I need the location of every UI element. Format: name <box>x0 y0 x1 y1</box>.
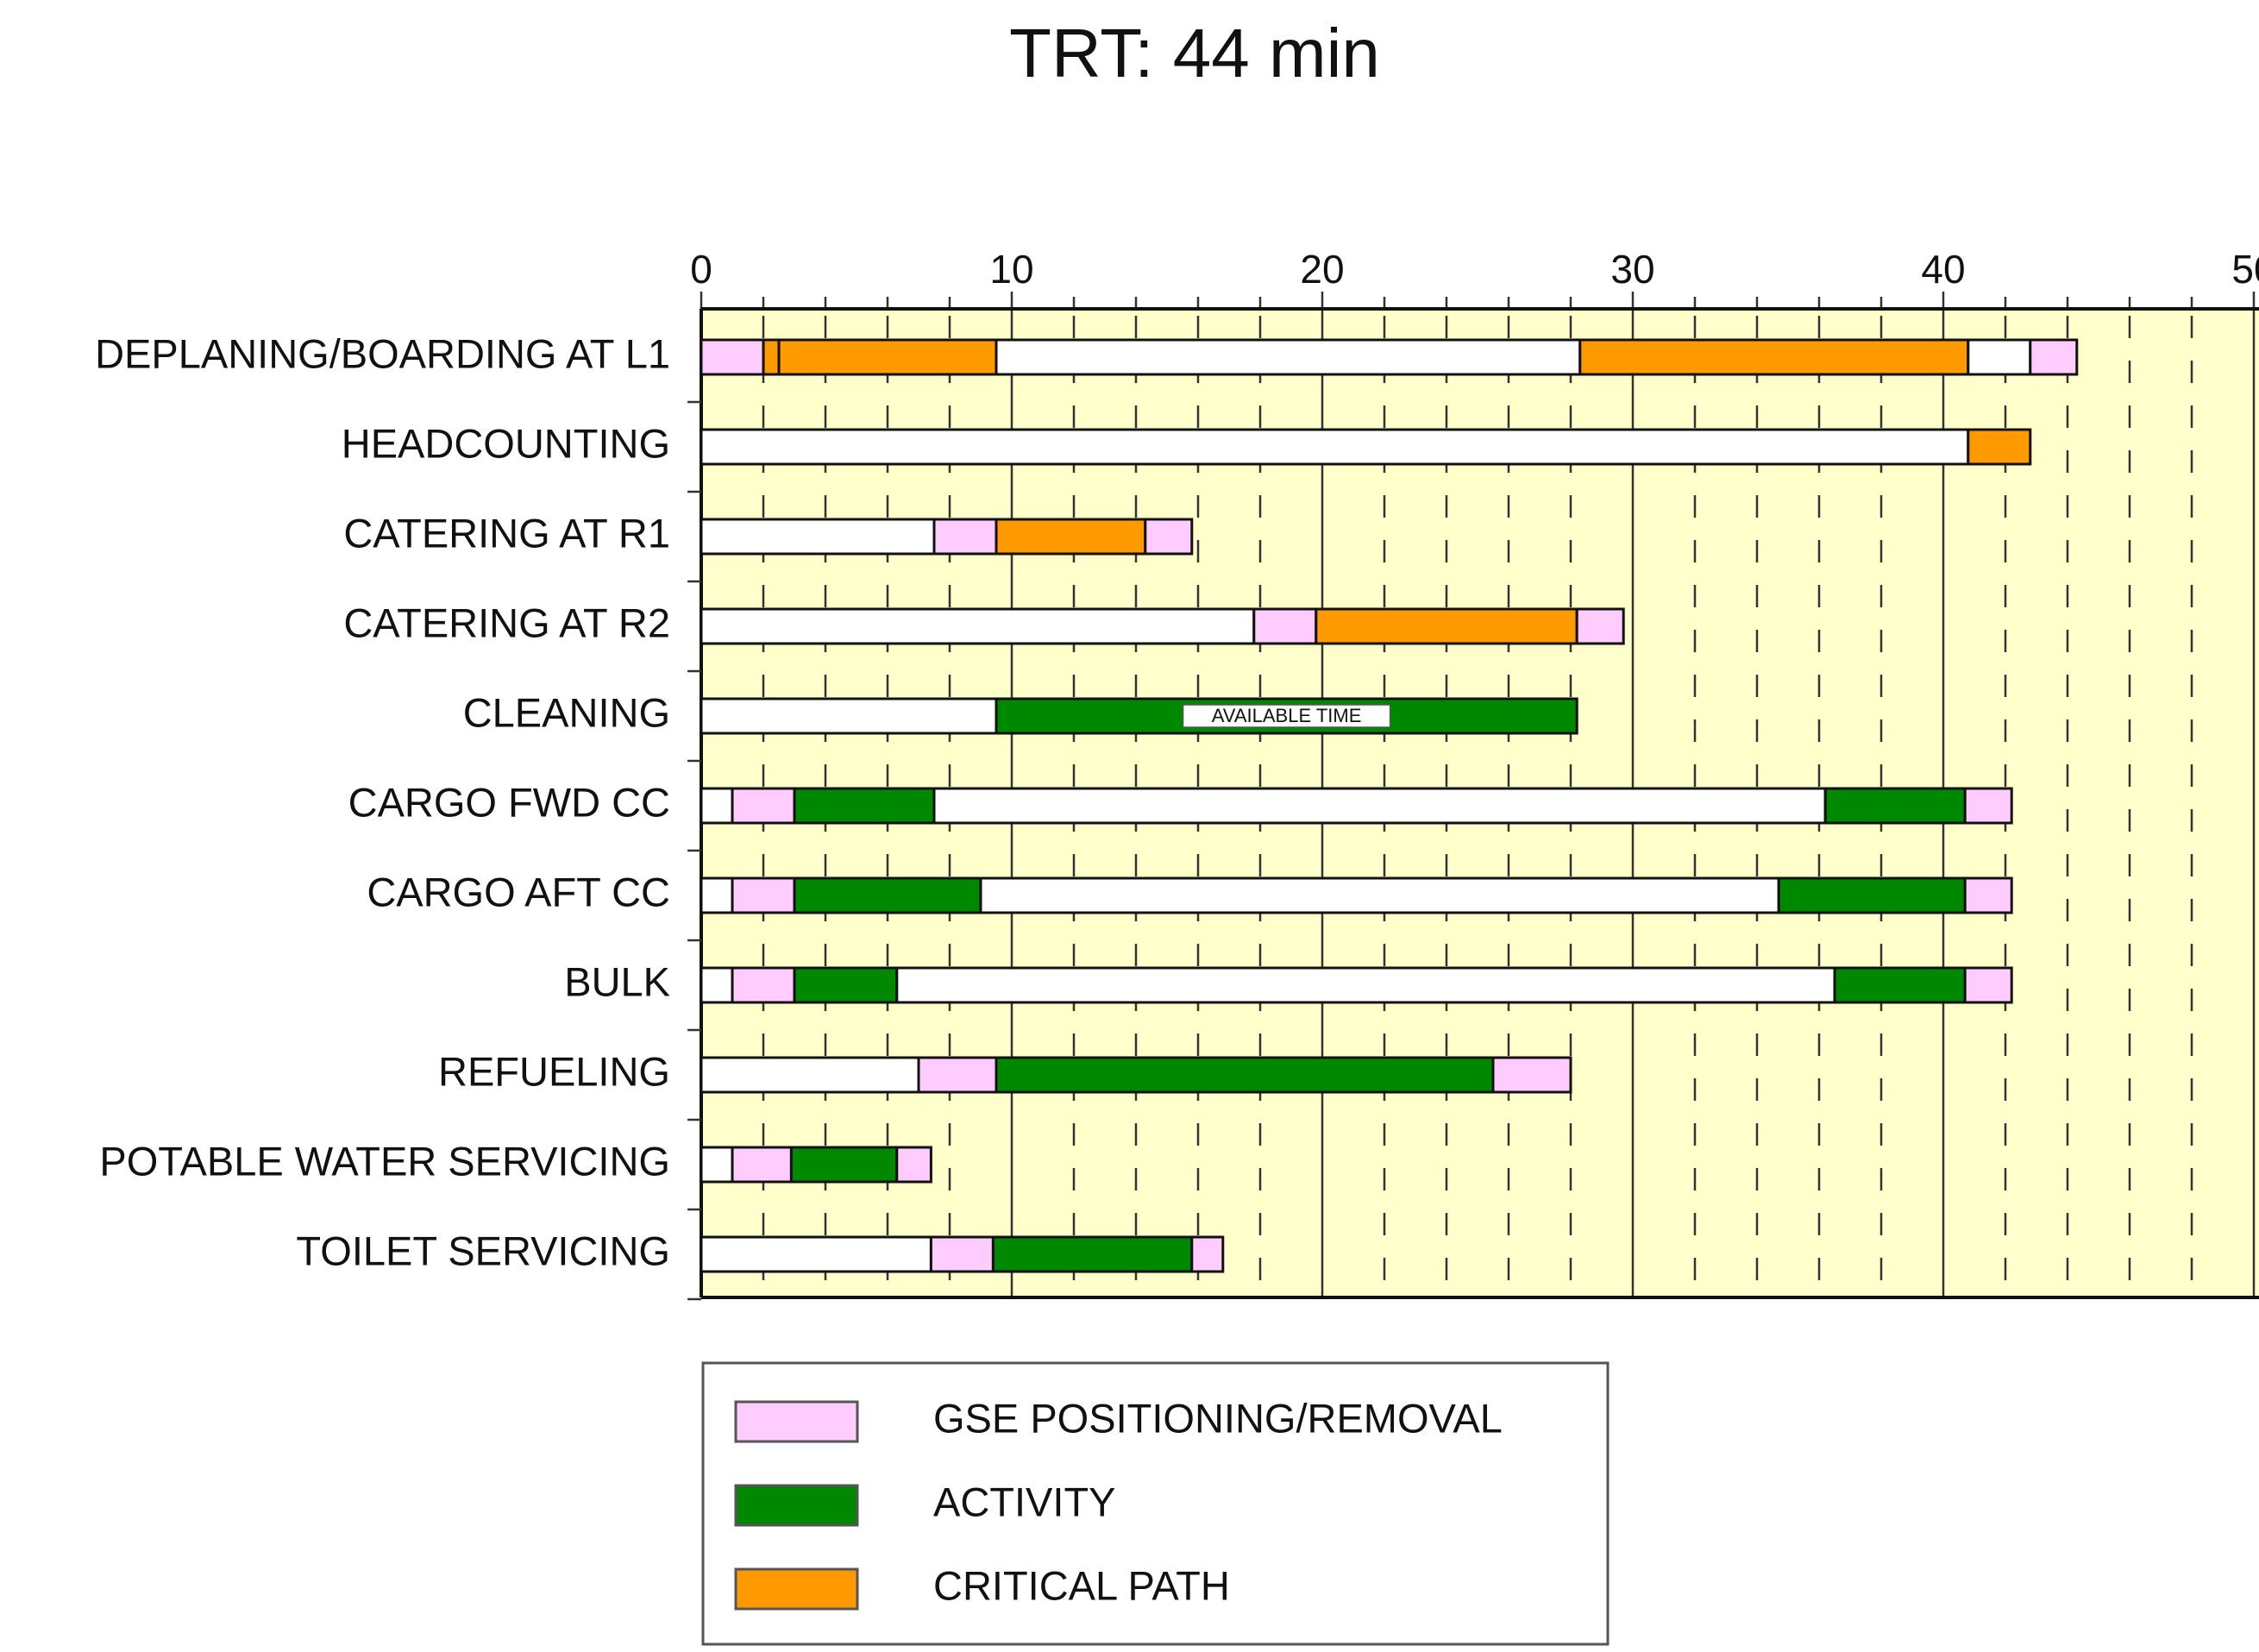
annotation: AVAILABLE TIME <box>1212 705 1362 726</box>
bar-segment <box>793 787 936 825</box>
x-tick-label: 10 <box>989 247 1033 292</box>
bar-segment <box>700 787 734 825</box>
bar-segment <box>700 876 734 914</box>
row-label: HEADCOUNTING <box>342 420 670 466</box>
bar-segment <box>1963 876 2013 914</box>
row-label: CARGO FWD CC <box>348 779 670 825</box>
bar-segment <box>917 1056 998 1094</box>
x-tick-label: 20 <box>1300 247 1344 292</box>
x-tick-label: 30 <box>1610 247 1654 292</box>
bar-segment <box>995 338 1582 376</box>
legend-label: ACTIVITY <box>933 1479 1116 1524</box>
bar-segment <box>895 966 1836 1004</box>
bar-segment <box>1823 787 1967 825</box>
row-label: DEPLANING/BOARDING AT L1 <box>95 330 670 376</box>
bar-segment <box>1252 607 1318 645</box>
bar-segment <box>789 1146 899 1184</box>
bar-segment <box>700 338 765 376</box>
bar-segment <box>929 1235 995 1273</box>
bar-segment <box>991 1235 1194 1273</box>
annotation-box <box>1182 704 1391 728</box>
bar-segment <box>793 876 982 914</box>
bar-segment <box>932 787 1827 825</box>
bar-segment <box>1575 607 1625 645</box>
legend-label: CRITICAL PATH <box>933 1562 1230 1608</box>
row-label: TOILET SERVICING <box>296 1228 670 1273</box>
legend-label: GSE POSITIONING/REMOVAL <box>933 1395 1503 1441</box>
bar-segment <box>777 338 998 376</box>
row-label: REFUELING <box>438 1048 670 1094</box>
legend-swatch <box>734 1567 859 1611</box>
legend-swatch <box>734 1484 859 1527</box>
bar-segment <box>731 1146 793 1184</box>
row-label: POTABLE WATER SERVICING <box>99 1138 670 1184</box>
legend-swatch <box>734 1400 859 1443</box>
bar-segment <box>700 607 1256 645</box>
bar-segment <box>700 966 734 1004</box>
bar-segment <box>895 1146 932 1184</box>
row-label: CATERING AT R1 <box>343 510 670 556</box>
bar-segment <box>995 1056 1495 1094</box>
bar-segment <box>1190 1235 1225 1273</box>
x-tick-label: 0 <box>690 247 712 292</box>
bar-segment <box>2029 338 2079 376</box>
bar-segment <box>700 697 998 735</box>
bar-segment <box>700 518 936 556</box>
bar-segment <box>979 876 1780 914</box>
row-label: CARGO AFT CC <box>367 869 670 914</box>
bar-segment <box>700 428 1970 466</box>
bar-segment <box>700 1146 734 1184</box>
bar-segment <box>1144 518 1194 556</box>
bar-segment <box>762 338 781 376</box>
bar-segment <box>731 876 796 914</box>
bar-segment <box>700 1056 920 1094</box>
bar-segment <box>1578 338 1970 376</box>
bar-segment <box>1777 876 1967 914</box>
bar-segment <box>793 966 899 1004</box>
bar-segment <box>731 966 796 1004</box>
row-label: BULK <box>564 958 670 1004</box>
bar-segment <box>1491 1056 1572 1094</box>
bar-segment <box>1967 428 2032 466</box>
chart-title: TRT: 44 min <box>1009 15 1380 91</box>
bar-segment <box>700 1235 932 1273</box>
bar-segment <box>1963 787 2013 825</box>
bar-segment <box>731 787 796 825</box>
x-tick-label: 40 <box>1921 247 1965 292</box>
bar-segment <box>1315 607 1578 645</box>
bar-segment <box>995 518 1147 556</box>
bar-segment <box>932 518 998 556</box>
bar-segment <box>1967 338 2032 376</box>
bar-segment <box>1963 966 2013 1004</box>
x-tick-label: 50 <box>2231 247 2259 292</box>
bar-segment <box>1833 966 1967 1004</box>
row-label: CATERING AT R2 <box>343 600 670 645</box>
row-label: CLEANING <box>463 689 670 735</box>
